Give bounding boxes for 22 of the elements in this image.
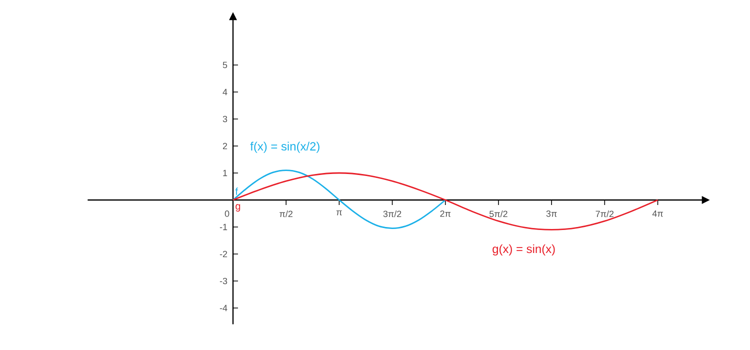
y-tick-label: -1 bbox=[220, 224, 228, 230]
y-tick-label: 3 bbox=[222, 116, 228, 122]
y-tick-label: 2 bbox=[222, 142, 228, 150]
x-tick-label: 0 bbox=[224, 210, 230, 217]
y-tick-label: -4 bbox=[220, 304, 228, 312]
series-label: f bbox=[235, 188, 238, 195]
x-tick-label: 3π/2 bbox=[383, 210, 402, 218]
annotation: g(x) = sin(x) bbox=[492, 244, 555, 256]
y-tick-label: 1 bbox=[223, 170, 228, 176]
y-tick-label: -2 bbox=[220, 250, 228, 258]
x-tick-label: 7π/2 bbox=[596, 210, 614, 218]
x-tick-label: 5π/2 bbox=[490, 210, 508, 218]
y-tick-label: 4 bbox=[222, 88, 228, 96]
x-tick-label: 4π bbox=[652, 210, 663, 217]
x-tick-label: π bbox=[336, 210, 342, 216]
annotation: f(x) = sin(x/2) bbox=[250, 142, 320, 153]
y-tick-label: -3 bbox=[220, 278, 228, 284]
series-label: g bbox=[236, 204, 240, 212]
x-tick-label: 3π bbox=[546, 210, 557, 217]
x-tick-label: 2π bbox=[440, 210, 451, 217]
x-tick-label: π/2 bbox=[280, 210, 292, 218]
y-tick-label: 5 bbox=[222, 62, 228, 68]
